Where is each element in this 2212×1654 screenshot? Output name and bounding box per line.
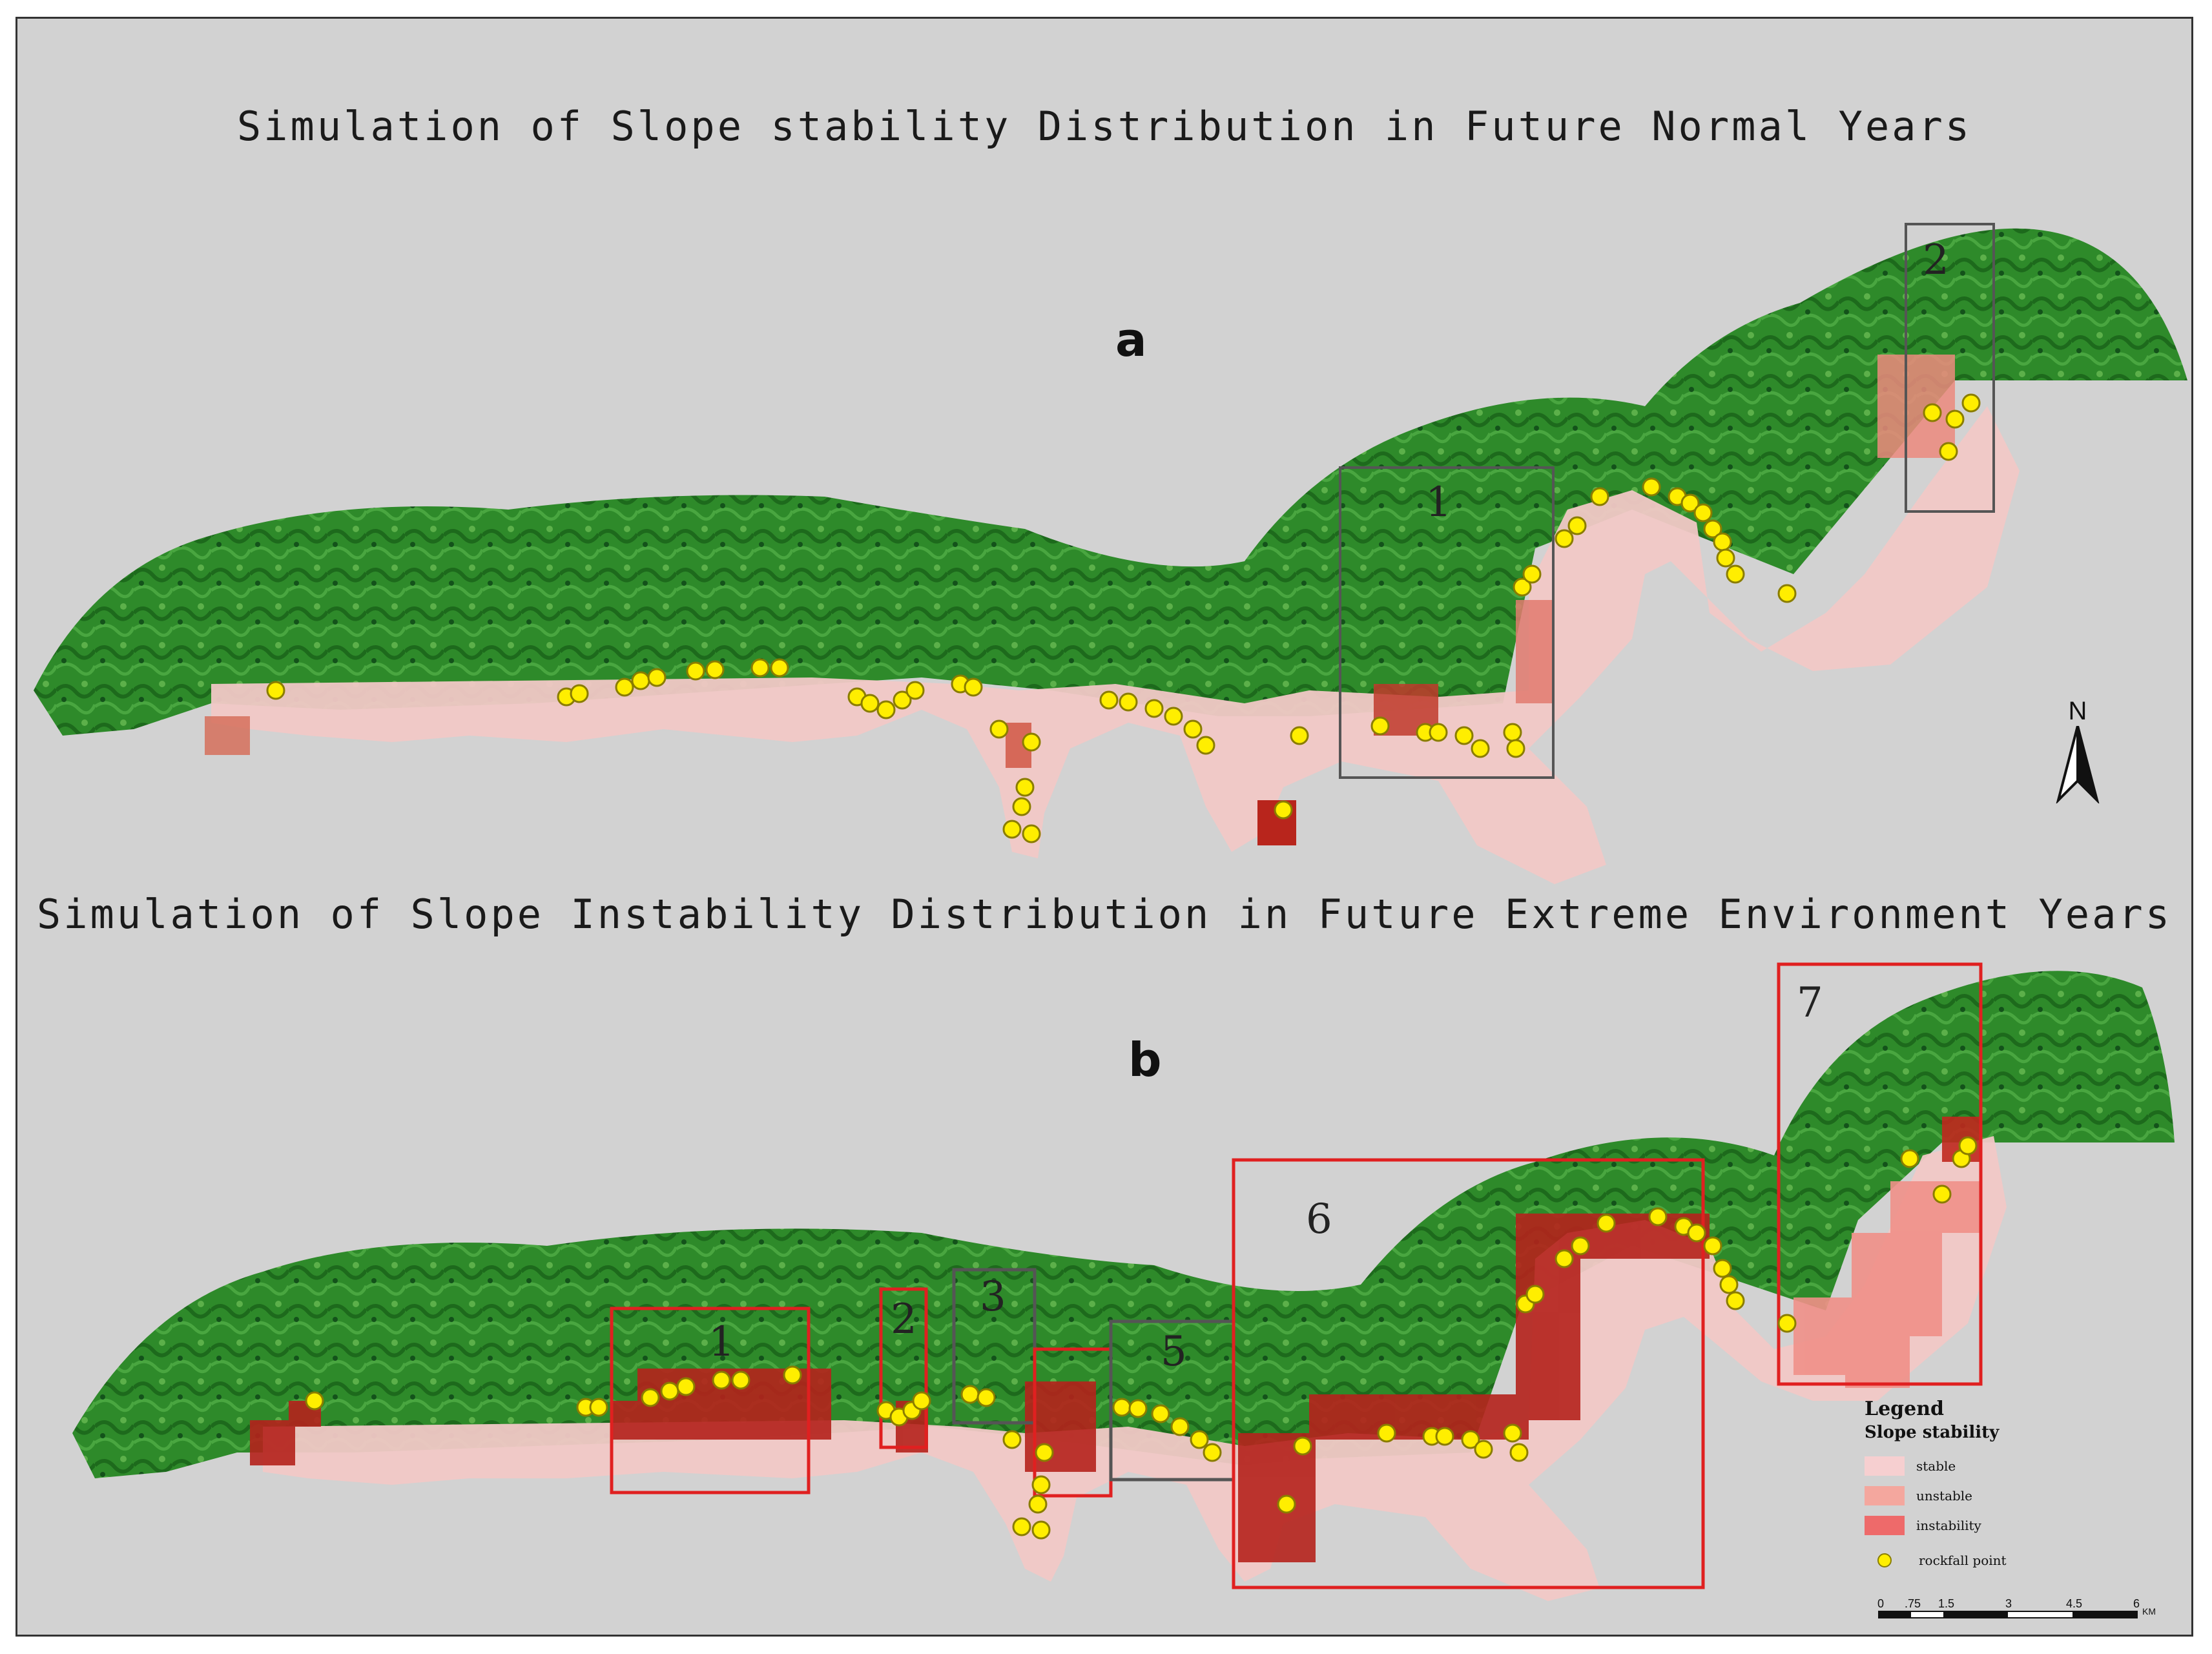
legend-title: Legend: [1865, 1398, 1945, 1420]
scale-ticks: 0 .75 1.5 3 4.5 6 KM: [1877, 1597, 2162, 1617]
scale-bar: 0 .75 1.5 3 4.5 6 KM: [1877, 1597, 2162, 1625]
legend-item-stable: stable: [1865, 1451, 2136, 1481]
panel-b-box-6-label: 6: [1306, 1195, 1332, 1243]
panel-a-box-1: [1339, 466, 1555, 779]
legend-label: stable: [1916, 1458, 1956, 1474]
north-arrow: N: [2052, 697, 2103, 807]
legend-label: rockfall point: [1919, 1553, 2007, 1568]
panel-b-map: 1 2 3 5 6 7: [72, 962, 2175, 1601]
panel-b-box-1: [610, 1307, 811, 1494]
panel-b-unstable-cells: [1793, 1181, 1981, 1388]
panel-a-cell: [205, 716, 250, 755]
panel-b-box-2-label: 2: [891, 1296, 917, 1343]
rockfall-point-icon: [1877, 1553, 1892, 1567]
legend-label: instability: [1916, 1518, 1981, 1533]
panel-a-terrain: [34, 228, 2187, 736]
legend-swatch: [1865, 1516, 1905, 1535]
scale-tick: .75: [1905, 1597, 1921, 1610]
panel-a-title: Simulation of Slope stability Distributi…: [236, 103, 1972, 150]
panel-b-box-3-label: 3: [980, 1273, 1006, 1321]
panel-b-terrain: [72, 971, 2175, 1478]
panel-a-box-2: [1905, 223, 1995, 513]
panel-a-box-2-label: 2: [1923, 236, 1949, 284]
panel-a-letter: a: [1115, 313, 1147, 367]
panel-b-box-5-label: 5: [1161, 1328, 1187, 1376]
legend-item-instability: instability: [1865, 1511, 2136, 1540]
scale-tick: 6: [2133, 1597, 2140, 1610]
panel-b-box-7: [1777, 962, 1983, 1386]
panel-b-rockfall-points: [305, 1136, 1978, 1540]
legend-label: unstable: [1916, 1488, 1973, 1504]
panel-b-box-6: [1232, 1158, 1705, 1589]
panel-b-box-2: [879, 1287, 928, 1449]
panel-a-map: 1 2: [34, 223, 2187, 884]
panel-a-cell: [1516, 600, 1555, 703]
scale-tick: 0: [1877, 1597, 1885, 1610]
panel-b-title: Simulation of Slope Instability Distribu…: [36, 891, 2173, 938]
map-canvas: 1 2: [34, 223, 2187, 1601]
map-frame: Simulation of Slope stability Distributi…: [16, 17, 2193, 1637]
panel-a-river-zone: [211, 406, 2020, 884]
scale-tick: 4.5: [2066, 1597, 2083, 1610]
panel-b-box-3: [952, 1268, 1037, 1425]
panel-b-box-7-label: 7: [1797, 979, 1823, 1027]
legend-subtitle: Slope stability: [1865, 1423, 2000, 1442]
scale-tick: 1.5: [1938, 1597, 1955, 1610]
legend-item-rockfall: rockfall point: [1865, 1545, 2136, 1575]
legend-item-unstable: unstable: [1865, 1481, 2136, 1511]
scale-bar-graphic: [1878, 1611, 2138, 1618]
legend-swatch: [1865, 1456, 1905, 1476]
scale-unit: KM: [2142, 1606, 2156, 1617]
north-arrow-icon: [2056, 725, 2100, 805]
north-label: N: [2068, 697, 2087, 725]
legend: Legend Slope stability stable unstable i…: [1865, 1398, 2136, 1575]
panel-b-boxes: [610, 962, 1983, 1589]
panel-a-cell: [1877, 355, 1955, 458]
scale-tick: 3: [2005, 1597, 2012, 1610]
panel-b-box-1-label: 1: [708, 1318, 735, 1366]
panel-a-rockfall-points: [266, 393, 1981, 843]
panel-a-box-1-label: 1: [1425, 479, 1452, 526]
panel-b-letter: b: [1128, 1033, 1162, 1087]
legend-swatch: [1865, 1486, 1905, 1505]
